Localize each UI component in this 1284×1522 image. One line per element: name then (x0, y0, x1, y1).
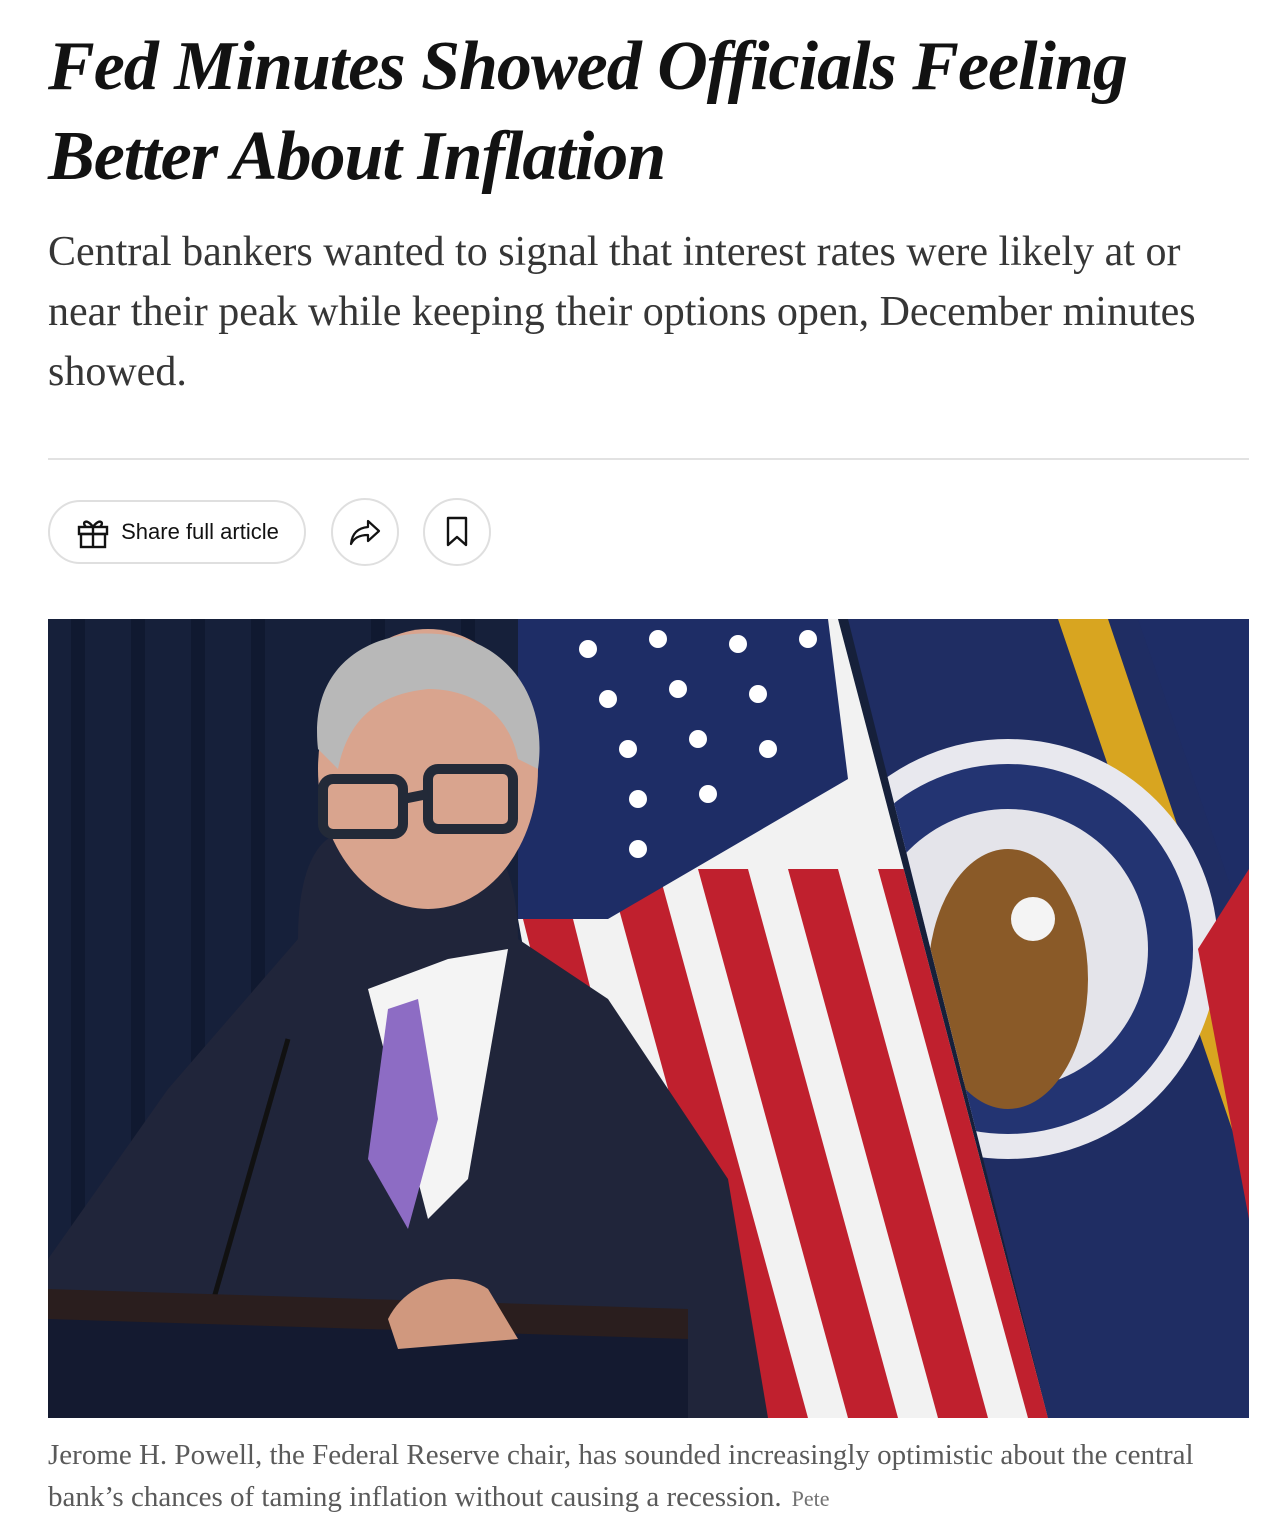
article-photo (48, 619, 1249, 1418)
gift-icon (77, 520, 109, 549)
share-icon (349, 519, 381, 546)
summary: Central bankers wanted to signal that in… (48, 229, 1196, 395)
share-button[interactable]: Share full article (48, 500, 306, 564)
divider (48, 458, 1249, 460)
bookmark-icon (446, 516, 468, 547)
headline: Fed Minutes Showed Officials Feeling Bet… (48, 28, 1128, 195)
share-label: Share full article (121, 519, 279, 544)
bookmark-button[interactable] (423, 498, 491, 566)
caption: Jerome H. Powell, the Federal Reserve ch… (48, 1434, 1248, 1520)
share-icon-button[interactable] (331, 498, 399, 566)
caption-text: Jerome H. Powell, the Federal Reserve ch… (48, 1439, 1194, 1513)
photo-credit: Pete (791, 1486, 830, 1511)
